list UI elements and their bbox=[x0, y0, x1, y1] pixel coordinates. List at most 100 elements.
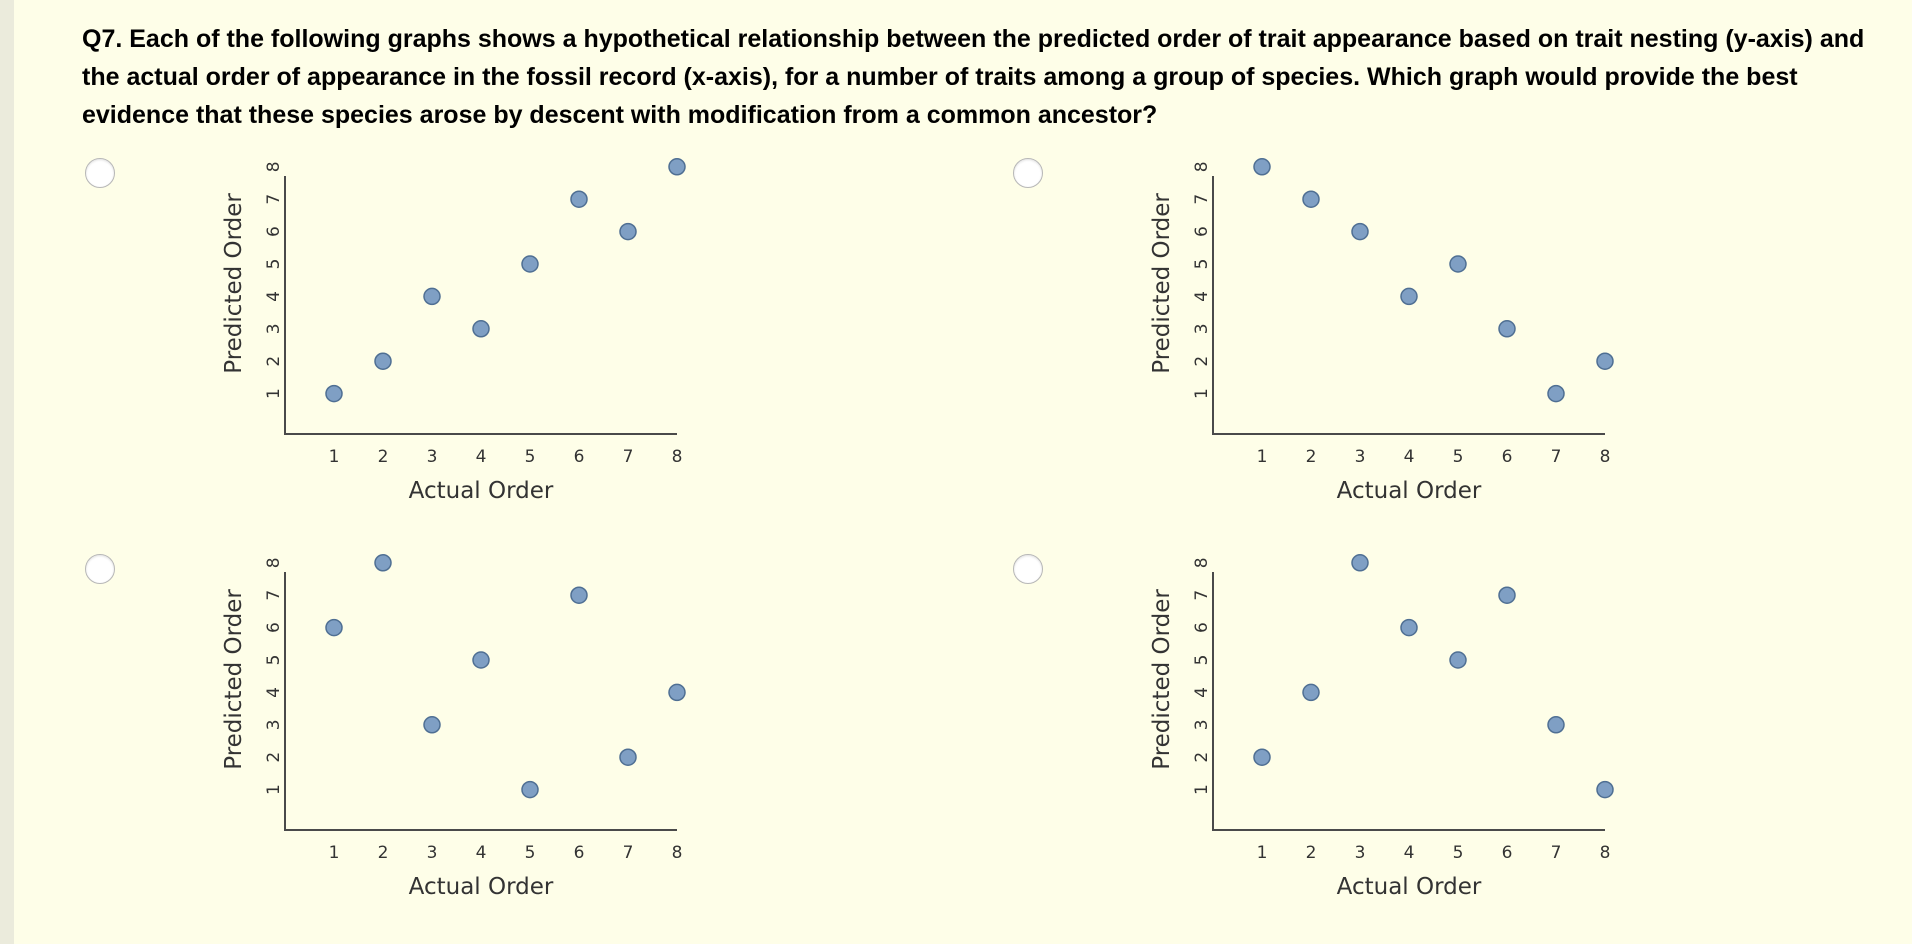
answer-option-a[interactable]: 1 2 3 4 5 6 7 8 1 2 3 4 5 6 7 8 Actual Order Predicted Or… bbox=[85, 158, 1015, 543]
x-tick-label: 6 bbox=[574, 843, 585, 863]
data-point bbox=[570, 586, 588, 604]
y-tick-label: 7 bbox=[264, 194, 284, 205]
x-tick-label: 3 bbox=[427, 447, 438, 467]
y-tick-label: 5 bbox=[1192, 655, 1212, 666]
data-point bbox=[619, 222, 637, 241]
y-tick-label: 4 bbox=[264, 687, 284, 698]
data-point bbox=[1596, 352, 1614, 370]
y-tick-label: 3 bbox=[264, 323, 284, 334]
data-point bbox=[1302, 683, 1320, 702]
y-tick-label: 8 bbox=[264, 161, 284, 172]
radio-button-b[interactable] bbox=[1013, 158, 1043, 188]
data-point bbox=[325, 384, 343, 403]
x-tick-label: 6 bbox=[574, 447, 585, 467]
data-point bbox=[1449, 255, 1467, 273]
x-tick-label: 4 bbox=[476, 843, 487, 863]
data-point bbox=[619, 748, 637, 766]
y-tick-label: 7 bbox=[264, 590, 284, 601]
x-tick-label: 8 bbox=[1600, 843, 1611, 863]
radio-button-d[interactable] bbox=[1013, 554, 1043, 584]
x-tick-label: 3 bbox=[427, 843, 438, 863]
left-margin-strip bbox=[0, 0, 14, 944]
answer-option-c[interactable]: 1 2 3 4 5 6 7 8 1 2 3 4 5 6 7 8 Actual Order Predicted Or… bbox=[85, 554, 1015, 939]
data-point bbox=[1400, 618, 1418, 637]
data-point bbox=[325, 618, 343, 637]
x-tick-label: 4 bbox=[1404, 447, 1415, 467]
x-axis-title: Actual Order bbox=[409, 478, 554, 504]
scatter-chart-d: 1 2 3 4 5 6 7 8 1 2 3 4 5 6 7 8 Actual Order Predicted Or… bbox=[1149, 554, 1614, 900]
data-point bbox=[1596, 780, 1614, 799]
radio-button-a[interactable] bbox=[85, 158, 115, 188]
y-tick-label: 2 bbox=[1192, 356, 1212, 367]
data-point bbox=[423, 716, 441, 734]
data-point bbox=[374, 554, 392, 572]
scatter-chart-b: 1 2 3 4 5 6 7 8 1 2 3 4 5 6 7 8 Actual Order Predicted Or… bbox=[1149, 158, 1614, 504]
y-tick-label: 8 bbox=[264, 557, 284, 568]
x-tick-label: 3 bbox=[1355, 447, 1366, 467]
y-tick-label: 2 bbox=[264, 356, 284, 367]
data-point bbox=[472, 651, 490, 669]
y-tick-label: 5 bbox=[264, 259, 284, 270]
radio-button-c[interactable] bbox=[85, 554, 115, 584]
y-tick-label: 4 bbox=[1192, 291, 1212, 302]
axis-lines bbox=[1212, 176, 1605, 435]
y-axis-title: Predicted Order bbox=[1149, 193, 1175, 374]
axis-lines bbox=[284, 176, 677, 435]
x-tick-label: 8 bbox=[672, 843, 683, 863]
data-point bbox=[668, 683, 686, 702]
data-point bbox=[1498, 320, 1516, 338]
x-tick-label: 1 bbox=[329, 447, 340, 467]
y-tick-label: 2 bbox=[1192, 752, 1212, 763]
x-tick-label: 8 bbox=[672, 447, 683, 467]
x-tick-label: 7 bbox=[623, 843, 634, 863]
x-tick-label: 1 bbox=[1257, 447, 1268, 467]
axis-lines bbox=[284, 572, 677, 831]
y-tick-label: 4 bbox=[1192, 687, 1212, 698]
data-point bbox=[1253, 158, 1271, 176]
y-tick-label: 6 bbox=[1192, 226, 1212, 237]
y-tick-label: 1 bbox=[264, 784, 284, 795]
data-point bbox=[472, 320, 490, 338]
x-tick-label: 7 bbox=[1551, 843, 1562, 863]
x-axis-title: Actual Order bbox=[1337, 478, 1482, 504]
data-point bbox=[1302, 190, 1320, 208]
x-tick-label: 1 bbox=[1257, 843, 1268, 863]
answer-option-b[interactable]: 1 2 3 4 5 6 7 8 1 2 3 4 5 6 7 8 Actual Order Predicted Or… bbox=[1013, 158, 1912, 543]
data-point bbox=[1547, 716, 1565, 734]
data-point bbox=[1351, 554, 1369, 572]
y-tick-label: 8 bbox=[1192, 161, 1212, 172]
y-tick-label: 7 bbox=[1192, 590, 1212, 601]
data-point bbox=[374, 352, 392, 370]
y-tick-label: 3 bbox=[1192, 323, 1212, 334]
y-tick-label: 1 bbox=[1192, 784, 1212, 795]
x-tick-label: 2 bbox=[1306, 447, 1317, 467]
data-point bbox=[570, 190, 588, 208]
x-tick-label: 5 bbox=[1453, 447, 1464, 467]
data-point bbox=[1547, 384, 1565, 403]
y-tick-label: 6 bbox=[264, 622, 284, 633]
x-tick-label: 7 bbox=[623, 447, 634, 467]
scatter-chart-a: 1 2 3 4 5 6 7 8 1 2 3 4 5 6 7 8 Actual Order Predicted Or… bbox=[221, 158, 686, 504]
y-tick-label: 5 bbox=[1192, 259, 1212, 270]
x-tick-label: 5 bbox=[525, 447, 536, 467]
y-tick-label: 1 bbox=[1192, 388, 1212, 399]
y-tick-label: 5 bbox=[264, 655, 284, 666]
axis-lines bbox=[1212, 572, 1605, 831]
x-tick-label: 2 bbox=[378, 447, 389, 467]
y-tick-label: 6 bbox=[1192, 622, 1212, 633]
data-point bbox=[1400, 287, 1418, 306]
scatter-chart-c: 1 2 3 4 5 6 7 8 1 2 3 4 5 6 7 8 Actual Order Predicted Or… bbox=[221, 554, 686, 900]
x-tick-label: 6 bbox=[1502, 447, 1513, 467]
x-tick-label: 2 bbox=[378, 843, 389, 863]
data-point bbox=[1498, 586, 1516, 604]
y-axis-title: Predicted Order bbox=[221, 193, 247, 374]
y-tick-label: 8 bbox=[1192, 557, 1212, 568]
data-point bbox=[1449, 651, 1467, 669]
answer-option-d[interactable]: 1 2 3 4 5 6 7 8 1 2 3 4 5 6 7 8 Actual Order Predicted Or… bbox=[1013, 554, 1912, 939]
y-tick-label: 2 bbox=[264, 752, 284, 763]
x-tick-label: 2 bbox=[1306, 843, 1317, 863]
x-tick-label: 4 bbox=[1404, 843, 1415, 863]
y-axis-title: Predicted Order bbox=[221, 589, 247, 770]
data-point bbox=[1253, 748, 1271, 766]
x-tick-label: 3 bbox=[1355, 843, 1366, 863]
